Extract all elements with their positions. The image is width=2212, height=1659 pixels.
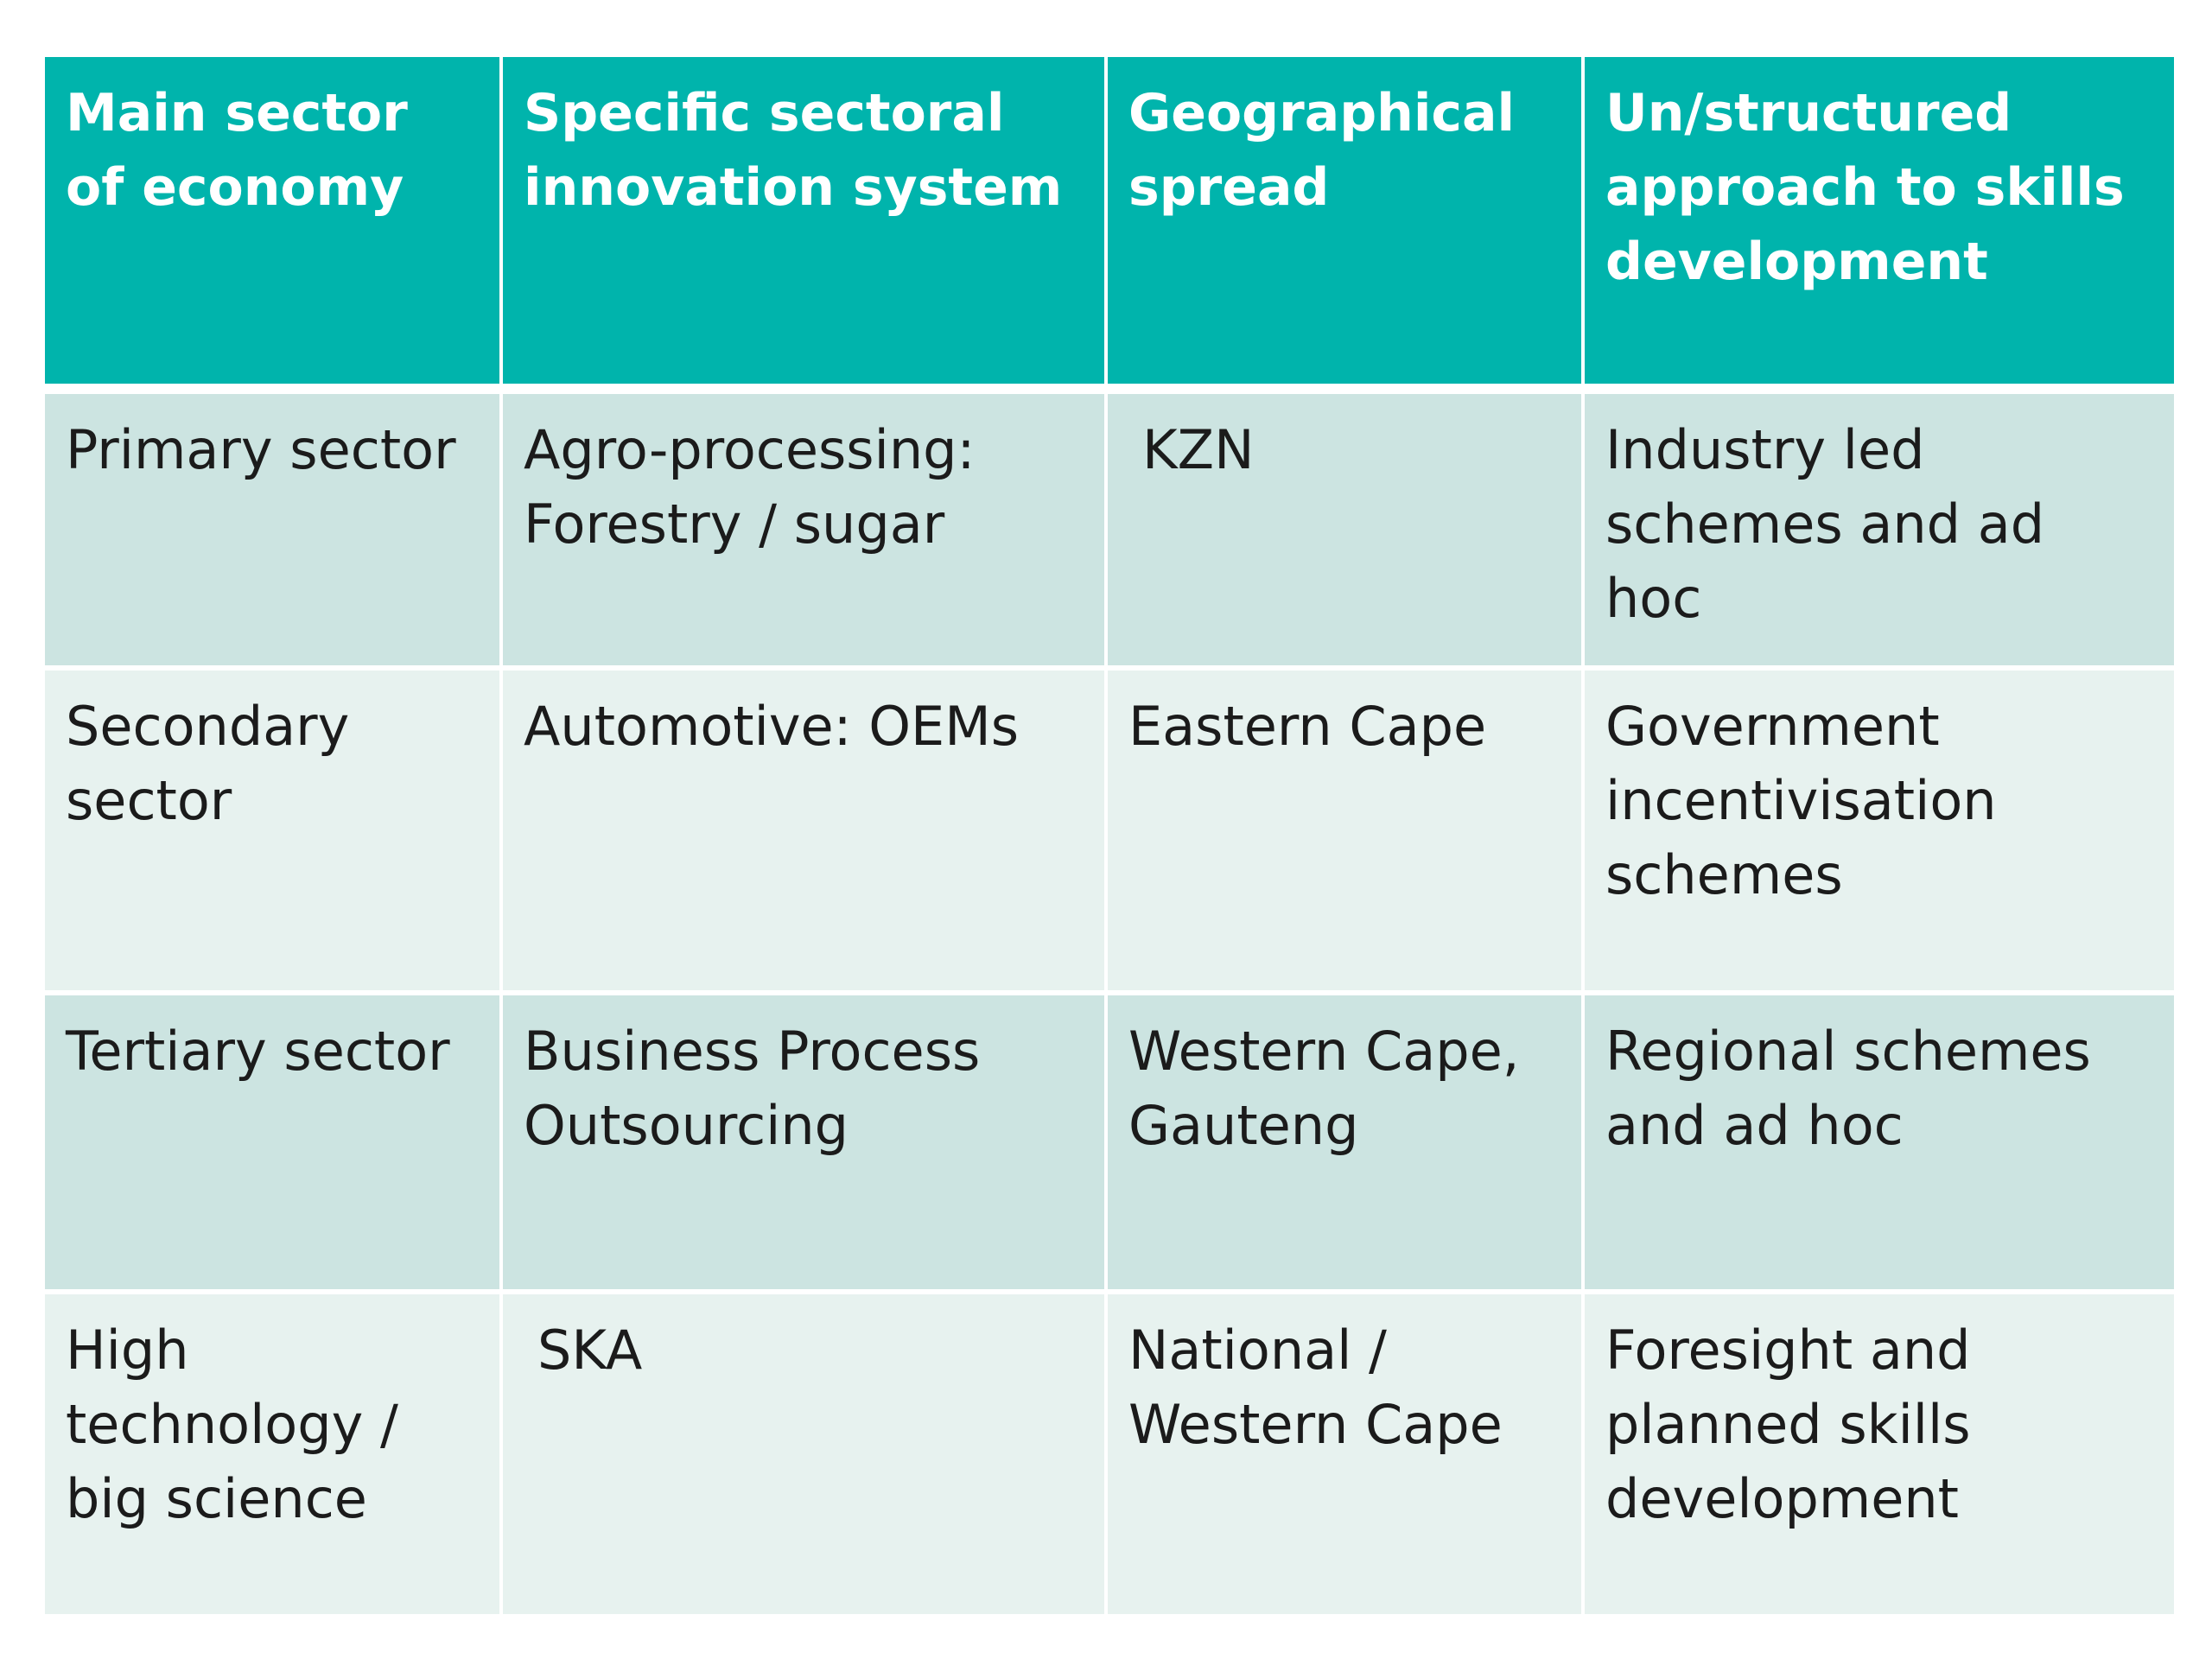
- cell-sector: High technology / big science: [45, 1294, 503, 1619]
- cell-sector: Secondary sector: [45, 671, 503, 995]
- cell-sector: Tertiary sector: [45, 995, 503, 1294]
- cell-approach: Regional schemes and ad hoc: [1585, 995, 2174, 1294]
- header-main-sector: Main sector of economy: [45, 57, 503, 394]
- cell-spread: Eastern Cape: [1108, 671, 1585, 995]
- cell-approach: Industry led schemes and ad hoc: [1585, 394, 2174, 671]
- cell-system: Agro-processing: Forestry / sugar: [503, 394, 1108, 671]
- cell-system: SKA: [503, 1294, 1108, 1619]
- header-skills-approach: Un/structured approach to skills develop…: [1585, 57, 2174, 394]
- cell-approach: Government incentivisation schemes: [1585, 671, 2174, 995]
- header-sectoral-system: Specific sectoral innovation system: [503, 57, 1108, 394]
- cell-system: Automotive: OEMs: [503, 671, 1108, 995]
- sector-skills-table: Main sector of economy Specific sectoral…: [45, 57, 2174, 1619]
- header-geographical-spread: Geographical spread: [1108, 57, 1585, 394]
- cell-approach: Foresight and planned skills development: [1585, 1294, 2174, 1619]
- cell-spread: KZN: [1108, 394, 1585, 671]
- cell-spread: National / Western Cape: [1108, 1294, 1585, 1619]
- cell-system: Business Process Outsourcing: [503, 995, 1108, 1294]
- cell-spread: Western Cape, Gauteng: [1108, 995, 1585, 1294]
- cell-sector: Primary sector: [45, 394, 503, 671]
